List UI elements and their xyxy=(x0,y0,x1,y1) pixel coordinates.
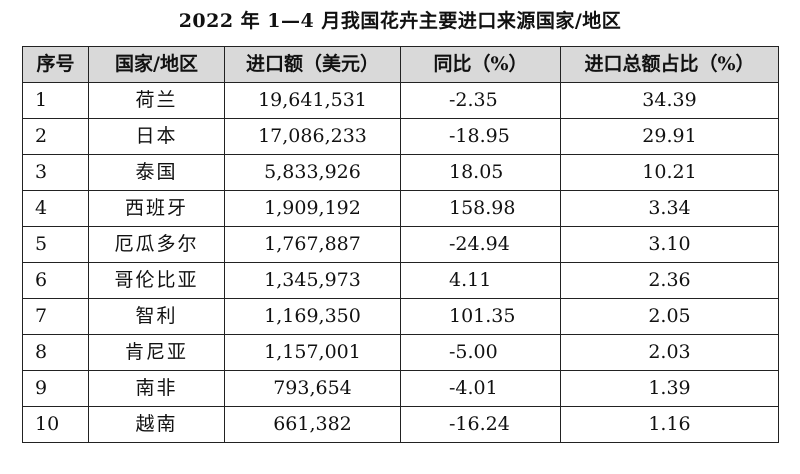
cell-seq: 7 xyxy=(22,298,89,335)
cell-country: 哥伦比亚 xyxy=(88,262,225,299)
cell-seq: 5 xyxy=(22,226,89,263)
table-header-row: 序号 国家/地区 进口额（美元） 同比（%） 进口总额占比（%） xyxy=(22,46,779,83)
cell-share: 3.10 xyxy=(560,226,779,263)
header-yoy: 同比（%） xyxy=(400,46,561,83)
cell-country: 肯尼亚 xyxy=(88,334,225,371)
cell-yoy: 4.11 xyxy=(400,262,561,299)
cell-country: 西班牙 xyxy=(88,190,225,227)
cell-amount: 1,345,973 xyxy=(224,262,401,299)
cell-seq: 8 xyxy=(22,334,89,371)
cell-yoy: 158.98 xyxy=(400,190,561,227)
header-country: 国家/地区 xyxy=(88,46,225,83)
cell-yoy: -2.35 xyxy=(400,82,561,119)
cell-amount: 1,169,350 xyxy=(224,298,401,335)
cell-share: 34.39 xyxy=(560,82,779,119)
cell-yoy: -16.24 xyxy=(400,406,561,443)
table-title: 2022 年 1—4 月我国花卉主要进口来源国家/地区 xyxy=(178,10,622,32)
cell-country: 厄瓜多尔 xyxy=(88,226,225,263)
cell-yoy: 18.05 xyxy=(400,154,561,191)
table-row: 2 日本 17,086,233 -18.95 29.91 xyxy=(22,118,779,155)
cell-amount: 17,086,233 xyxy=(224,118,401,155)
cell-yoy: -18.95 xyxy=(400,118,561,155)
cell-amount: 5,833,926 xyxy=(224,154,401,191)
header-seq: 序号 xyxy=(22,46,89,83)
cell-seq: 3 xyxy=(22,154,89,191)
table-row: 7 智利 1,169,350 101.35 2.05 xyxy=(22,298,779,335)
cell-yoy: -5.00 xyxy=(400,334,561,371)
table-row: 5 厄瓜多尔 1,767,887 -24.94 3.10 xyxy=(22,226,779,263)
cell-country: 泰国 xyxy=(88,154,225,191)
table-row: 10 越南 661,382 -16.24 1.16 xyxy=(22,406,779,443)
cell-share: 1.39 xyxy=(560,370,779,407)
cell-seq: 4 xyxy=(22,190,89,227)
cell-seq: 1 xyxy=(22,82,89,119)
cell-amount: 1,157,001 xyxy=(224,334,401,371)
cell-amount: 1,909,192 xyxy=(224,190,401,227)
table-row: 9 南非 793,654 -4.01 1.39 xyxy=(22,370,779,407)
cell-country: 越南 xyxy=(88,406,225,443)
table-row: 6 哥伦比亚 1,345,973 4.11 2.36 xyxy=(22,262,779,299)
cell-share: 10.21 xyxy=(560,154,779,191)
cell-share: 2.03 xyxy=(560,334,779,371)
cell-country: 南非 xyxy=(88,370,225,407)
import-sources-table: 序号 国家/地区 进口额（美元） 同比（%） 进口总额占比（%） 1 荷兰 19… xyxy=(22,46,779,443)
table-row: 1 荷兰 19,641,531 -2.35 34.39 xyxy=(22,82,779,119)
cell-seq: 6 xyxy=(22,262,89,299)
cell-seq: 2 xyxy=(22,118,89,155)
cell-amount: 661,382 xyxy=(224,406,401,443)
cell-seq: 9 xyxy=(22,370,89,407)
cell-share: 3.34 xyxy=(560,190,779,227)
cell-amount: 1,767,887 xyxy=(224,226,401,263)
cell-amount: 793,654 xyxy=(224,370,401,407)
header-amount: 进口额（美元） xyxy=(224,46,401,83)
cell-country: 日本 xyxy=(88,118,225,155)
cell-country: 智利 xyxy=(88,298,225,335)
cell-yoy: -4.01 xyxy=(400,370,561,407)
cell-yoy: -24.94 xyxy=(400,226,561,263)
cell-share: 2.05 xyxy=(560,298,779,335)
cell-yoy: 101.35 xyxy=(400,298,561,335)
header-share: 进口总额占比（%） xyxy=(560,46,779,83)
cell-country: 荷兰 xyxy=(88,82,225,119)
cell-share: 1.16 xyxy=(560,406,779,443)
cell-amount: 19,641,531 xyxy=(224,82,401,119)
cell-seq: 10 xyxy=(22,406,89,443)
table-row: 3 泰国 5,833,926 18.05 10.21 xyxy=(22,154,779,191)
cell-share: 29.91 xyxy=(560,118,779,155)
table-row: 4 西班牙 1,909,192 158.98 3.34 xyxy=(22,190,779,227)
table-row: 8 肯尼亚 1,157,001 -5.00 2.03 xyxy=(22,334,779,371)
cell-share: 2.36 xyxy=(560,262,779,299)
